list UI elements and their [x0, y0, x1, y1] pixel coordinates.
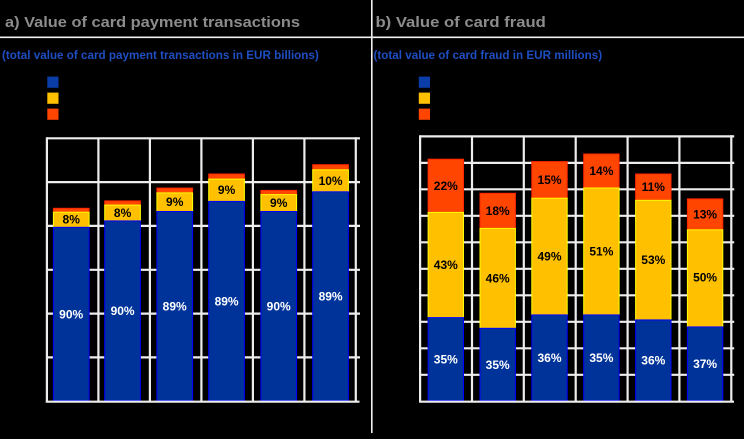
svg-text:46%: 46%	[486, 271, 510, 285]
svg-text:50%: 50%	[693, 270, 717, 284]
svg-text:(total value of card fraud in: (total value of card fraud in EUR millio…	[374, 48, 603, 62]
svg-text:11%: 11%	[642, 180, 666, 194]
svg-text:b) Value of card fraud: b) Value of card fraud	[376, 15, 546, 31]
svg-text:(total value of card payment t: (total value of card payment transaction…	[2, 48, 319, 62]
svg-text:89%: 89%	[163, 299, 187, 313]
svg-text:13%: 13%	[693, 207, 717, 221]
svg-text:53%: 53%	[641, 253, 665, 267]
svg-text:15%: 15%	[537, 173, 561, 187]
svg-text:8%: 8%	[114, 206, 132, 220]
svg-text:9%: 9%	[270, 196, 288, 210]
svg-text:90%: 90%	[111, 304, 135, 318]
svg-text:90%: 90%	[267, 299, 291, 313]
svg-text:35%: 35%	[486, 358, 510, 372]
svg-text:a) Value of card payment trans: a) Value of card payment transactions	[5, 15, 300, 31]
svg-text:35%: 35%	[589, 351, 613, 365]
svg-text:36%: 36%	[537, 351, 561, 365]
svg-text:36%: 36%	[641, 354, 665, 368]
svg-text:90%: 90%	[59, 307, 83, 321]
svg-text:14%: 14%	[589, 164, 613, 178]
svg-text:18%: 18%	[486, 204, 510, 218]
svg-text:89%: 89%	[215, 294, 239, 308]
svg-text:8%: 8%	[63, 213, 81, 227]
svg-text:22%: 22%	[434, 179, 458, 193]
svg-text:37%: 37%	[693, 357, 717, 371]
svg-text:43%: 43%	[434, 258, 458, 272]
svg-text:35%: 35%	[434, 353, 458, 367]
svg-text:89%: 89%	[319, 290, 343, 304]
svg-text:9%: 9%	[218, 183, 236, 197]
svg-text:51%: 51%	[589, 245, 613, 259]
svg-text:10%: 10%	[319, 174, 343, 188]
svg-text:9%: 9%	[166, 195, 184, 209]
svg-text:49%: 49%	[537, 250, 561, 264]
